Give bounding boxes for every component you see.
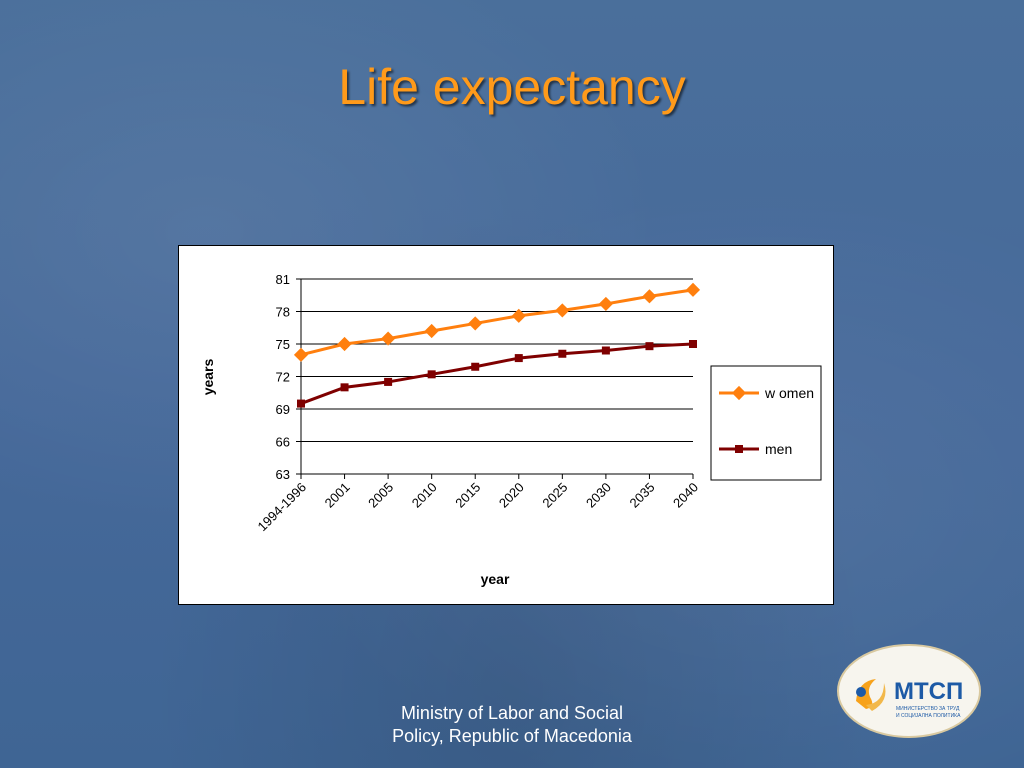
x-tick-label: 2005	[365, 480, 396, 511]
legend-men-label: men	[765, 441, 792, 457]
y-tick-label: 72	[276, 370, 290, 385]
slide-title: Life expectancy	[338, 59, 686, 115]
men-point	[645, 342, 654, 351]
series-line-men	[300, 342, 694, 405]
women-point	[598, 296, 613, 311]
legend-women-marker	[731, 385, 747, 401]
logo-dot-icon	[856, 687, 866, 697]
men-point	[297, 399, 305, 408]
women-point	[468, 316, 483, 331]
women-point	[337, 336, 352, 352]
line-chart: 63 66 69 72 75 78 81 1994-1996 2001 2005 2010 2015…	[200, 272, 822, 587]
men-point	[601, 346, 610, 355]
y-tick-label: 81	[276, 272, 290, 287]
x-axis-ticks: 1994-1996 2001 2005 2010 2015 2020 2025 2030 203…	[255, 474, 701, 535]
y-tick-label: 75	[276, 337, 290, 352]
men-point	[558, 349, 567, 358]
grid-lines	[301, 278, 693, 442]
series-line-women	[300, 288, 694, 357]
logo-subtext-1: МИНИСТЕРСТВО ЗА ТРУД	[896, 706, 960, 712]
x-tick-label: 2035	[627, 480, 658, 511]
x-tick-label: 2025	[539, 480, 570, 511]
legend-women-label: w omen	[764, 385, 814, 401]
footer: Ministry of Labor and Social Policy, Rep…	[312, 702, 712, 748]
y-tick-label: 69	[276, 402, 290, 417]
logo-text: МТСП	[894, 678, 963, 705]
x-tick-label: 2030	[583, 480, 614, 511]
x-tick-label: 2020	[496, 480, 527, 511]
y-axis-ticks: 63 66 69 72 75 78 81	[276, 272, 301, 482]
men-point	[689, 340, 697, 348]
women-point	[555, 303, 570, 318]
logo-graphic: МТСП МИНИСТЕРСТВО ЗА ТРУД И СОЦИЈАЛНА ПО…	[837, 644, 981, 738]
y-axis-title: years	[200, 358, 216, 395]
men-point	[384, 377, 393, 386]
series-group	[293, 282, 701, 408]
women-point	[511, 308, 526, 323]
footer-line-1: Ministry of Labor and Social	[400, 703, 624, 723]
women-point	[685, 282, 701, 297]
women-point	[424, 323, 439, 339]
women-point	[381, 331, 396, 346]
x-tick-label: 2010	[409, 480, 440, 511]
x-tick-label: 2015	[452, 480, 483, 511]
y-tick-label: 78	[276, 305, 290, 320]
ministry-logo: МТСП МИНИСТЕРСТВО ЗА ТРУД И СОЦИЈАЛНА ПО…	[836, 643, 982, 739]
legend: w omen men	[710, 365, 822, 481]
x-tick-label: 1994-1996	[255, 480, 310, 535]
legend-box	[710, 365, 822, 481]
men-point	[471, 362, 480, 371]
logo-swirl-icon	[856, 679, 876, 709]
chart-container: 63 66 69 72 75 78 81 1994-1996 2001 2005 2010 2015…	[178, 245, 834, 605]
x-tick-label: 2001	[322, 480, 353, 511]
footer-line-2: Policy, Republic of Macedonia	[392, 726, 632, 746]
legend-men-marker	[735, 445, 743, 453]
men-point	[340, 383, 349, 392]
men-point	[427, 370, 436, 379]
logo-subtext-2: И СОЦИЈАЛНА ПОЛИТИКА	[896, 713, 961, 719]
x-tick-label: 2040	[670, 480, 701, 511]
women-point	[293, 347, 309, 362]
y-tick-label: 66	[276, 435, 290, 450]
y-tick-label: 63	[276, 467, 290, 482]
x-axis-title: year	[481, 571, 510, 587]
women-point	[642, 289, 657, 304]
men-point	[514, 354, 523, 363]
